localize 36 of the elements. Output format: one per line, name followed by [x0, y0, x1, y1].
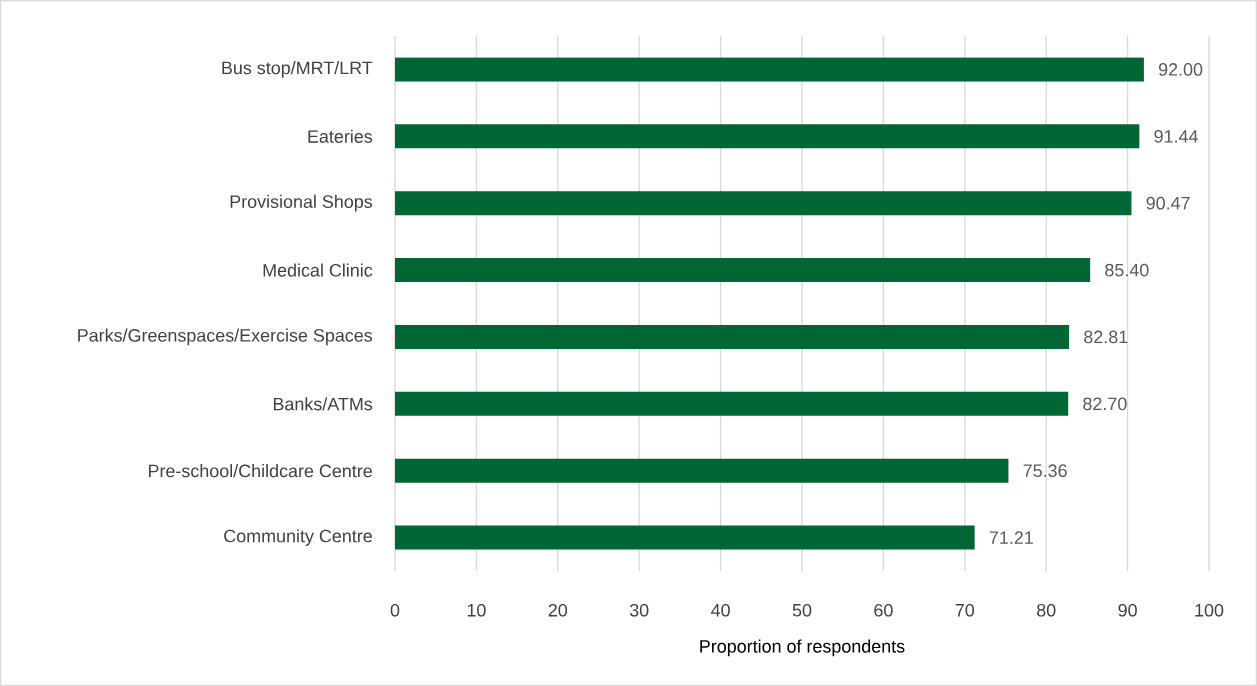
x-tick-label: 10	[467, 603, 486, 617]
y-tick-label: Bus stop/MRT/LRT	[222, 61, 373, 78]
x-axis-title: Proportion of respondents	[700, 639, 905, 657]
bar	[395, 258, 1091, 283]
data-label: 82.70	[1083, 397, 1127, 411]
bar	[395, 525, 975, 550]
x-tick-label: 60	[874, 603, 893, 617]
bar	[395, 57, 1144, 82]
x-tick-label: 100	[1195, 603, 1224, 617]
x-tick-label: 70	[955, 603, 975, 617]
data-label: 92.00	[1158, 63, 1203, 76]
data-label: 90.47	[1146, 196, 1190, 210]
y-tick-label: Eateries	[308, 129, 373, 143]
data-label: 91.44	[1154, 129, 1198, 143]
bar	[395, 391, 1069, 416]
x-tick-label: 50	[792, 603, 812, 617]
bar	[395, 124, 1140, 149]
bar	[395, 191, 1132, 216]
x-tick-label: 30	[629, 603, 649, 617]
data-label: 82.81	[1084, 330, 1128, 344]
x-tick-label: 90	[1118, 603, 1137, 617]
data-label: 75.36	[1023, 464, 1067, 478]
bar	[395, 458, 1009, 483]
x-tick-label: 0	[390, 603, 400, 617]
y-tick-label: Community Centre	[224, 529, 372, 546]
x-tick-label: 40	[711, 603, 730, 617]
y-tick-label: Banks/ATMs	[273, 397, 373, 411]
data-label: 71.21	[989, 531, 1033, 544]
x-tick-label: 20	[548, 603, 568, 617]
x-tick-label: 80	[1037, 603, 1056, 617]
y-tick-label: Medical Clinic	[263, 263, 373, 277]
y-tick-label: Parks/Greenspaces/Exercise Spaces	[78, 328, 373, 346]
y-tick-label: Provisional Shops	[230, 194, 373, 212]
y-tick-label: Pre-school/Childcare Centre	[148, 464, 372, 478]
bar	[395, 324, 1070, 349]
data-label: 85.40	[1105, 263, 1149, 277]
